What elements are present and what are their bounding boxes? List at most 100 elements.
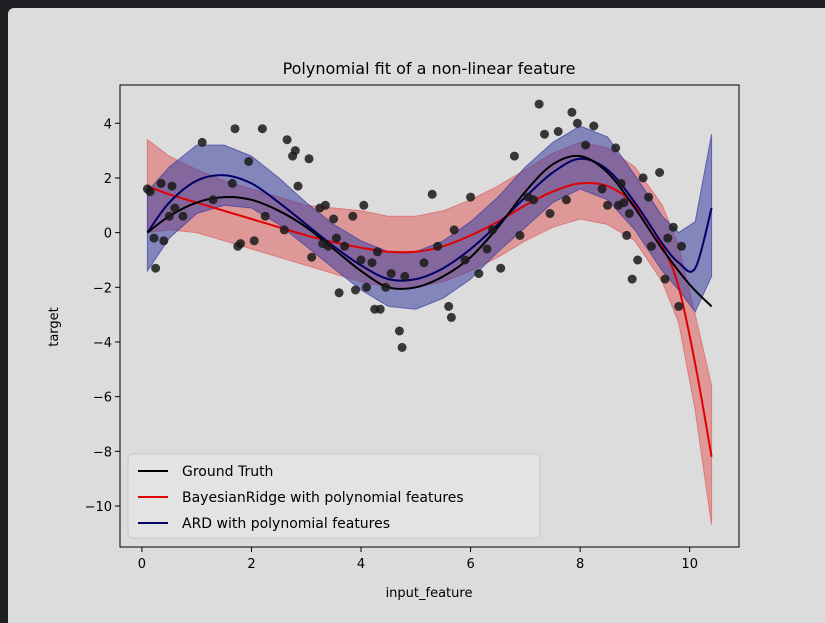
- x-tick-label: 2: [247, 557, 255, 572]
- scatter-point: [334, 288, 344, 298]
- scatter-point: [304, 154, 314, 164]
- scatter-point: [249, 236, 259, 246]
- legend-label: ARD with polynomial features: [182, 516, 390, 532]
- scatter-point: [534, 99, 544, 109]
- chart-svg: 0 2 4 6 8 10 4 2 0 −2 −4 −6 −8 −10 Polynomial fit of …: [47, 59, 740, 601]
- scatter-point: [627, 274, 637, 284]
- x-axis-label: input_feature: [386, 586, 473, 601]
- scatter-point: [633, 255, 643, 265]
- scatter-point: [149, 233, 159, 243]
- legend-box: [127, 453, 541, 539]
- y-tick-label: 0: [104, 227, 112, 242]
- scatter-point: [279, 225, 289, 235]
- scatter-point: [488, 225, 497, 235]
- scatter-point: [545, 209, 555, 218]
- scatter-point: [561, 195, 571, 205]
- scatter-point: [307, 252, 317, 262]
- bayesian-band: [146, 138, 713, 526]
- chart-title: Polynomial fit of a non-linear feature: [283, 59, 576, 78]
- legend: Ground Truth BayesianRidge with polynomia…: [127, 453, 541, 539]
- legend-label: Ground Truth: [182, 464, 273, 480]
- scatter-point: [159, 236, 169, 246]
- y-tick-label: −8: [93, 445, 112, 460]
- scatter-point: [257, 124, 267, 134]
- scatter-point: [351, 285, 360, 295]
- scatter-point: [331, 233, 341, 243]
- y-tick-label: −4: [93, 336, 112, 351]
- scatter-point: [660, 274, 670, 284]
- x-tick-label: 8: [576, 557, 584, 572]
- scatter-point: [482, 244, 492, 254]
- scatter-point: [553, 127, 563, 136]
- y-axis-label: target: [47, 307, 62, 347]
- figure-canvas: 0 2 4 6 8 10 4 2 0 −2 −4 −6 −8 −10 Polynomial fit of …: [8, 8, 825, 623]
- x-tick-label: 6: [466, 557, 474, 572]
- scatter-point: [509, 151, 519, 161]
- scatter-point: [356, 255, 366, 265]
- scatter-point: [293, 181, 303, 191]
- scatter-point: [227, 178, 237, 188]
- scatter-point: [290, 146, 300, 156]
- ard-line: [146, 157, 713, 282]
- scatter-point: [597, 184, 607, 194]
- scatter-point: [375, 304, 385, 314]
- scatter-point: [603, 200, 612, 210]
- scatter-point: [619, 198, 629, 208]
- scatter-point: [164, 211, 174, 221]
- y-tick-label: −6: [93, 391, 112, 406]
- axes: 0 2 4 6 8 10 4 2 0 −2 −4 −6 −8 −10: [85, 84, 740, 572]
- scatter-point: [616, 178, 626, 188]
- scatter-point: [386, 269, 396, 279]
- axes-frame: [119, 84, 740, 548]
- scatter-point: [589, 121, 599, 131]
- scatter-point: [581, 140, 591, 150]
- scatter-point: [674, 301, 684, 311]
- scatter-points: [142, 99, 686, 352]
- scatter-point: [466, 192, 476, 202]
- scatter-point: [433, 241, 443, 251]
- scatter-point: [348, 211, 358, 221]
- scatter-point: [446, 312, 456, 322]
- scatter-point: [145, 187, 155, 197]
- x-tick-label: 4: [357, 557, 365, 572]
- scatter-point: [367, 258, 377, 268]
- scatter-point: [362, 282, 371, 292]
- scatter-point: [567, 107, 577, 117]
- ground-truth-line: [146, 154, 713, 308]
- scatter-point: [359, 200, 369, 210]
- scatter-point: [167, 181, 177, 191]
- scatter-point: [197, 137, 207, 147]
- scatter-point: [515, 230, 525, 240]
- scatter-point: [419, 258, 429, 268]
- scatter-point: [646, 241, 656, 251]
- scatter-point: [397, 342, 407, 352]
- x-tick-label: 0: [138, 557, 146, 572]
- scatter-point: [655, 168, 665, 177]
- scatter-point: [677, 241, 686, 251]
- scatter-point: [151, 263, 161, 273]
- scatter-point: [244, 157, 254, 166]
- scatter-point: [540, 129, 549, 139]
- scatter-point: [572, 118, 582, 128]
- scatter-point: [156, 178, 166, 188]
- scatter-point: [178, 211, 188, 221]
- scatter-point: [260, 211, 270, 221]
- scatter-point: [427, 189, 437, 199]
- ard-band: [146, 125, 713, 313]
- scatter-point: [624, 209, 634, 218]
- scatter-point: [236, 239, 245, 249]
- scatter-point: [449, 225, 459, 235]
- scatter-point: [373, 247, 382, 257]
- scatter-point: [668, 222, 678, 232]
- scatter-point: [400, 271, 410, 281]
- scatter-point: [622, 230, 632, 240]
- scatter-point: [444, 301, 454, 311]
- scatter-point: [460, 255, 470, 265]
- scatter-point: [638, 173, 648, 183]
- scatter-point: [381, 282, 391, 292]
- y-tick-label: 4: [104, 117, 112, 132]
- scatter-point: [208, 195, 218, 205]
- scatter-point: [340, 241, 350, 251]
- scatter-point: [474, 269, 484, 279]
- scatter-point: [644, 192, 654, 202]
